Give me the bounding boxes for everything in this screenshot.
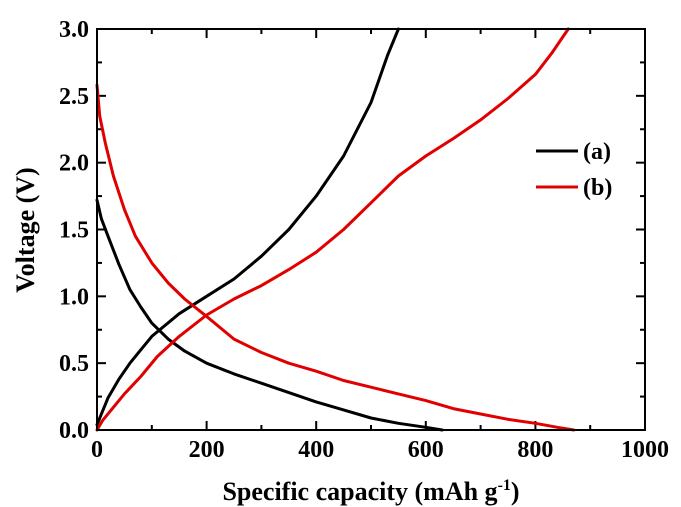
series-line-b-charge bbox=[95, 27, 570, 432]
y-tick-labels: 0.0 0.5 1.0 1.5 2.0 2.5 3.0 bbox=[59, 17, 89, 444]
x-axis-title: Specific capacity (mAh g-1) bbox=[222, 477, 519, 506]
x-axis-title-end: ) bbox=[511, 477, 520, 506]
y-tick-label: 0.5 bbox=[59, 351, 89, 377]
series-line-a-charge bbox=[95, 27, 400, 427]
x-tick-label: 1000 bbox=[621, 437, 669, 463]
y-tick-label: 1.0 bbox=[59, 284, 89, 310]
x-tick-label: 400 bbox=[298, 437, 334, 463]
x-tick-labels: 0 200 400 600 800 1000 bbox=[91, 437, 669, 463]
x-axis-title-superscript: -1 bbox=[498, 477, 511, 494]
x-tick-label: 0 bbox=[91, 437, 103, 463]
plot-frame bbox=[96, 28, 646, 431]
chart-series bbox=[95, 27, 576, 432]
y-tick-label: 0.0 bbox=[59, 418, 89, 444]
y-tick-label: 2.5 bbox=[59, 84, 89, 110]
y-tick-label: 1.5 bbox=[59, 218, 89, 244]
x-tick-label: 200 bbox=[189, 437, 225, 463]
series-line-b-discharge bbox=[95, 83, 576, 432]
axis-ticks bbox=[96, 28, 646, 431]
legend-label: (b) bbox=[583, 175, 612, 201]
x-tick-label: 600 bbox=[408, 437, 444, 463]
y-tick-label: 3.0 bbox=[59, 17, 89, 43]
legend: (a) (b) bbox=[536, 139, 612, 201]
y-tick-label: 2.0 bbox=[59, 151, 89, 177]
series-line-a-discharge bbox=[95, 198, 444, 432]
legend-label: (a) bbox=[583, 139, 611, 165]
y-axis-title: Voltage (V) bbox=[11, 167, 40, 292]
x-tick-label: 800 bbox=[517, 437, 553, 463]
x-axis-title-main: Specific capacity (mAh g bbox=[222, 477, 497, 506]
